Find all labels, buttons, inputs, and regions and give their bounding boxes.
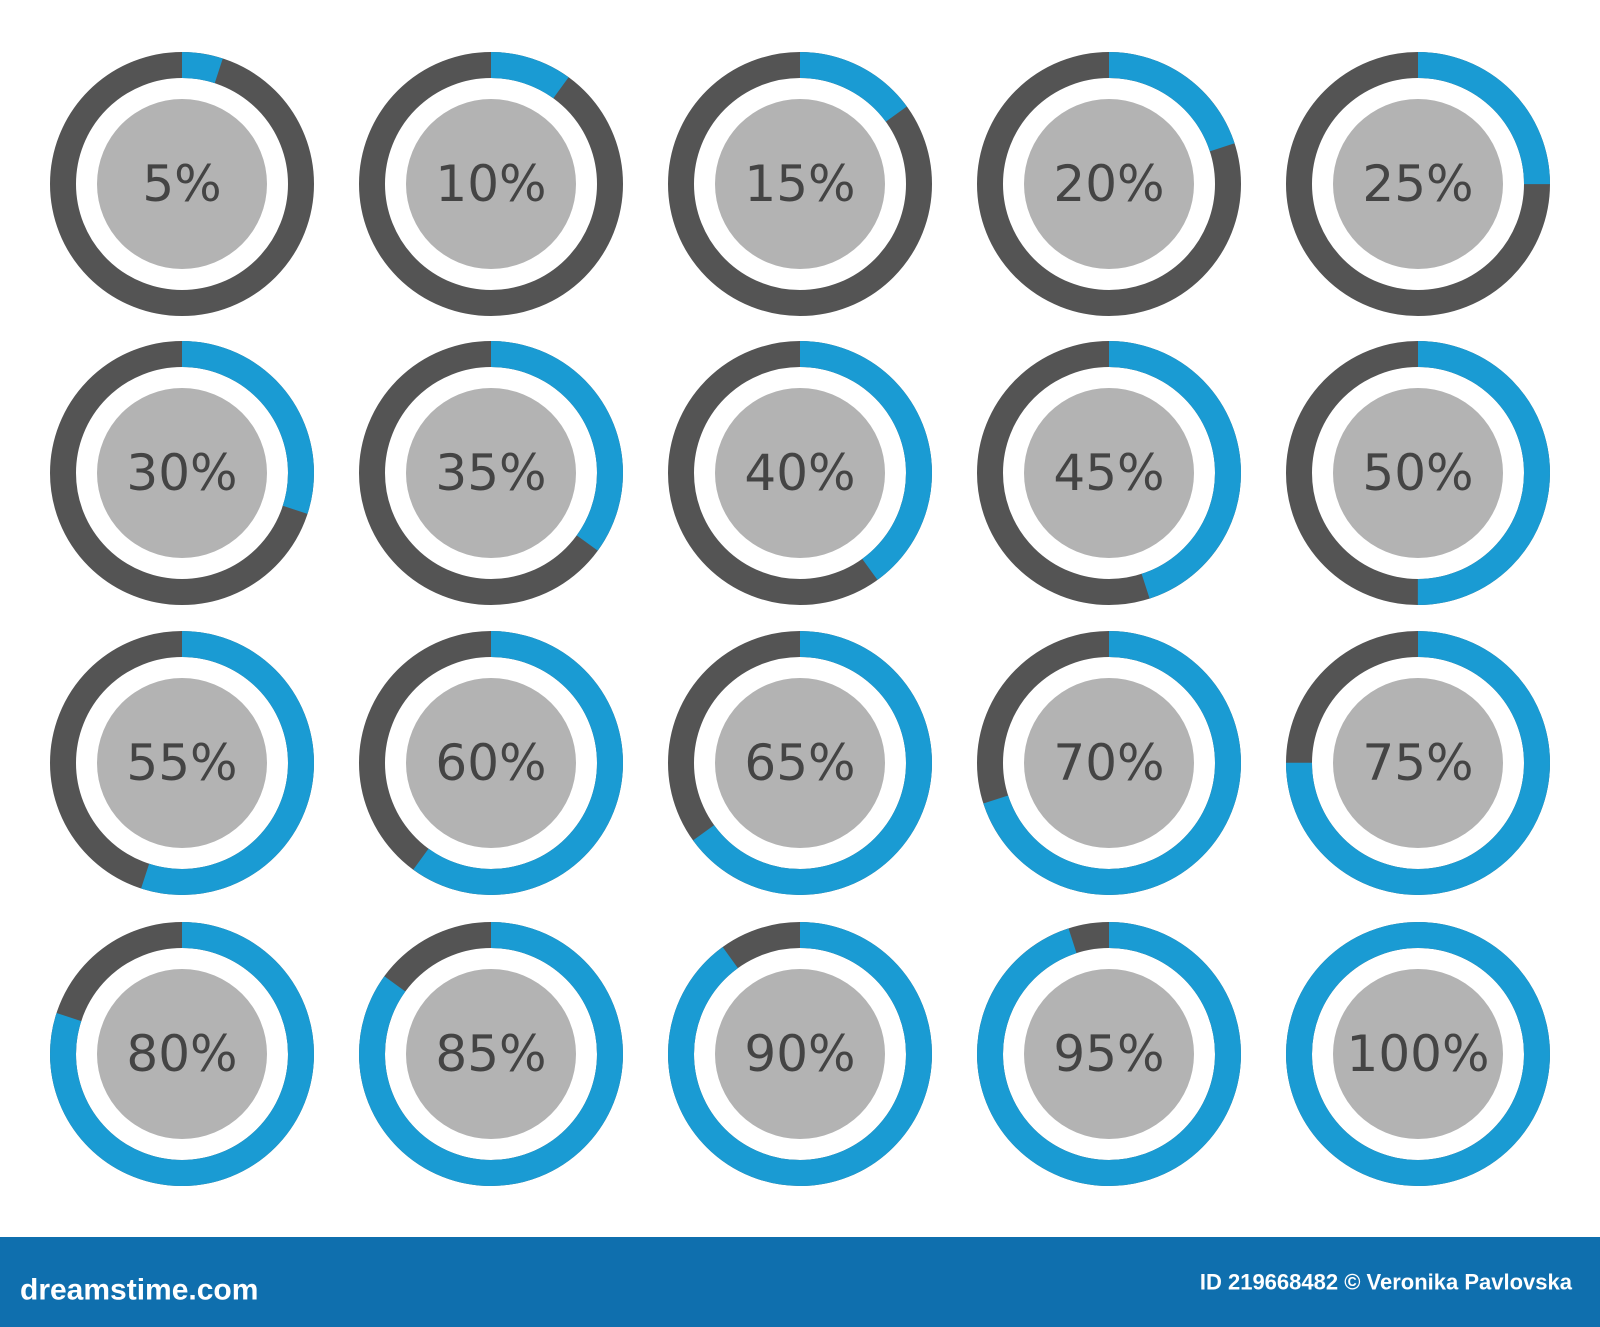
progress-arc <box>1286 631 1550 895</box>
progress-arc <box>977 341 1241 605</box>
ring-center <box>1333 99 1503 269</box>
progress-arc <box>50 922 314 1186</box>
ring-center <box>406 969 576 1139</box>
value-label: 5% <box>142 155 221 213</box>
progress-arc <box>977 922 1241 1186</box>
value-label: 65% <box>744 734 855 792</box>
progress-arc <box>668 631 932 895</box>
ring-center <box>97 969 267 1139</box>
ring-center <box>1333 388 1503 558</box>
value-label: 80% <box>126 1025 237 1083</box>
progress-arc <box>359 341 623 605</box>
value-label: 85% <box>435 1025 546 1083</box>
value-label: 90% <box>744 1025 855 1083</box>
value-label: 40% <box>744 444 855 502</box>
value-label: 20% <box>1053 155 1164 213</box>
progress-arc <box>359 631 623 895</box>
value-label: 25% <box>1362 155 1473 213</box>
progress-arc <box>359 52 623 316</box>
progress-arc <box>50 631 314 895</box>
ring-center <box>1024 99 1194 269</box>
value-label: 100% <box>1347 1025 1490 1083</box>
progress-arc <box>359 922 623 1186</box>
footer-logo: dreamstime.com <box>20 1274 258 1307</box>
footer-band <box>0 1237 1600 1327</box>
ring-center <box>715 388 885 558</box>
progress-arc <box>50 341 314 605</box>
ring-center <box>1333 969 1503 1139</box>
value-label: 30% <box>126 444 237 502</box>
ring-center <box>97 678 267 848</box>
ring-center <box>406 678 576 848</box>
ring-center <box>1024 678 1194 848</box>
ring-center <box>97 99 267 269</box>
value-label: 70% <box>1053 734 1164 792</box>
value-label: 35% <box>435 444 546 502</box>
value-label: 55% <box>126 734 237 792</box>
value-label: 45% <box>1053 444 1164 502</box>
progress-arc <box>668 341 932 605</box>
footer-credit: ID 219668482 © Veronika Pavlovska <box>1200 1270 1573 1295</box>
value-label: 75% <box>1362 734 1473 792</box>
value-label: 95% <box>1053 1025 1164 1083</box>
progress-arc <box>977 52 1241 316</box>
ring-center <box>1024 388 1194 558</box>
ring-center <box>97 388 267 558</box>
ring-center <box>715 678 885 848</box>
ring-center <box>1024 969 1194 1139</box>
progress-arc <box>50 52 314 316</box>
value-label: 50% <box>1362 444 1473 502</box>
progress-arc <box>1286 341 1550 605</box>
ring-center <box>1333 678 1503 848</box>
value-label: 10% <box>435 155 546 213</box>
ring-center <box>406 388 576 558</box>
ring-center <box>715 99 885 269</box>
progress-arc <box>977 631 1241 895</box>
progress-arc <box>1286 922 1550 1186</box>
progress-arc <box>1286 52 1550 316</box>
progress-arc <box>668 922 932 1186</box>
ring-center <box>406 99 576 269</box>
ring-center <box>715 969 885 1139</box>
value-label: 60% <box>435 734 546 792</box>
progress-arc <box>668 52 932 316</box>
value-label: 15% <box>744 155 855 213</box>
